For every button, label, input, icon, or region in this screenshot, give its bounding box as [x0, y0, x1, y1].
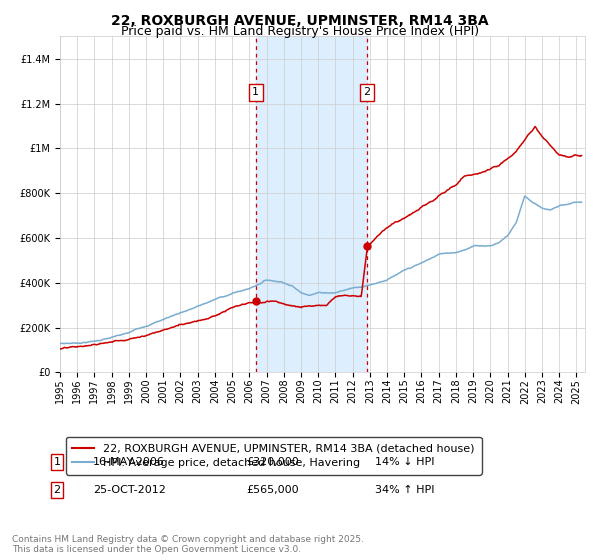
- Text: 2: 2: [53, 485, 61, 495]
- Text: Price paid vs. HM Land Registry's House Price Index (HPI): Price paid vs. HM Land Registry's House …: [121, 25, 479, 38]
- Legend: 22, ROXBURGH AVENUE, UPMINSTER, RM14 3BA (detached house), HPI: Average price, d: 22, ROXBURGH AVENUE, UPMINSTER, RM14 3BA…: [65, 437, 482, 474]
- Text: £320,000: £320,000: [246, 457, 299, 467]
- Text: Contains HM Land Registry data © Crown copyright and database right 2025.
This d: Contains HM Land Registry data © Crown c…: [12, 535, 364, 554]
- Text: 22, ROXBURGH AVENUE, UPMINSTER, RM14 3BA: 22, ROXBURGH AVENUE, UPMINSTER, RM14 3BA: [111, 14, 489, 28]
- Text: 16-MAY-2006: 16-MAY-2006: [93, 457, 165, 467]
- Text: 34% ↑ HPI: 34% ↑ HPI: [375, 485, 434, 495]
- Text: 1: 1: [252, 87, 259, 97]
- Text: £565,000: £565,000: [246, 485, 299, 495]
- Text: 2: 2: [363, 87, 370, 97]
- Text: 1: 1: [53, 457, 61, 467]
- Text: 14% ↓ HPI: 14% ↓ HPI: [375, 457, 434, 467]
- Text: 25-OCT-2012: 25-OCT-2012: [93, 485, 166, 495]
- Bar: [256, 36, 367, 372]
